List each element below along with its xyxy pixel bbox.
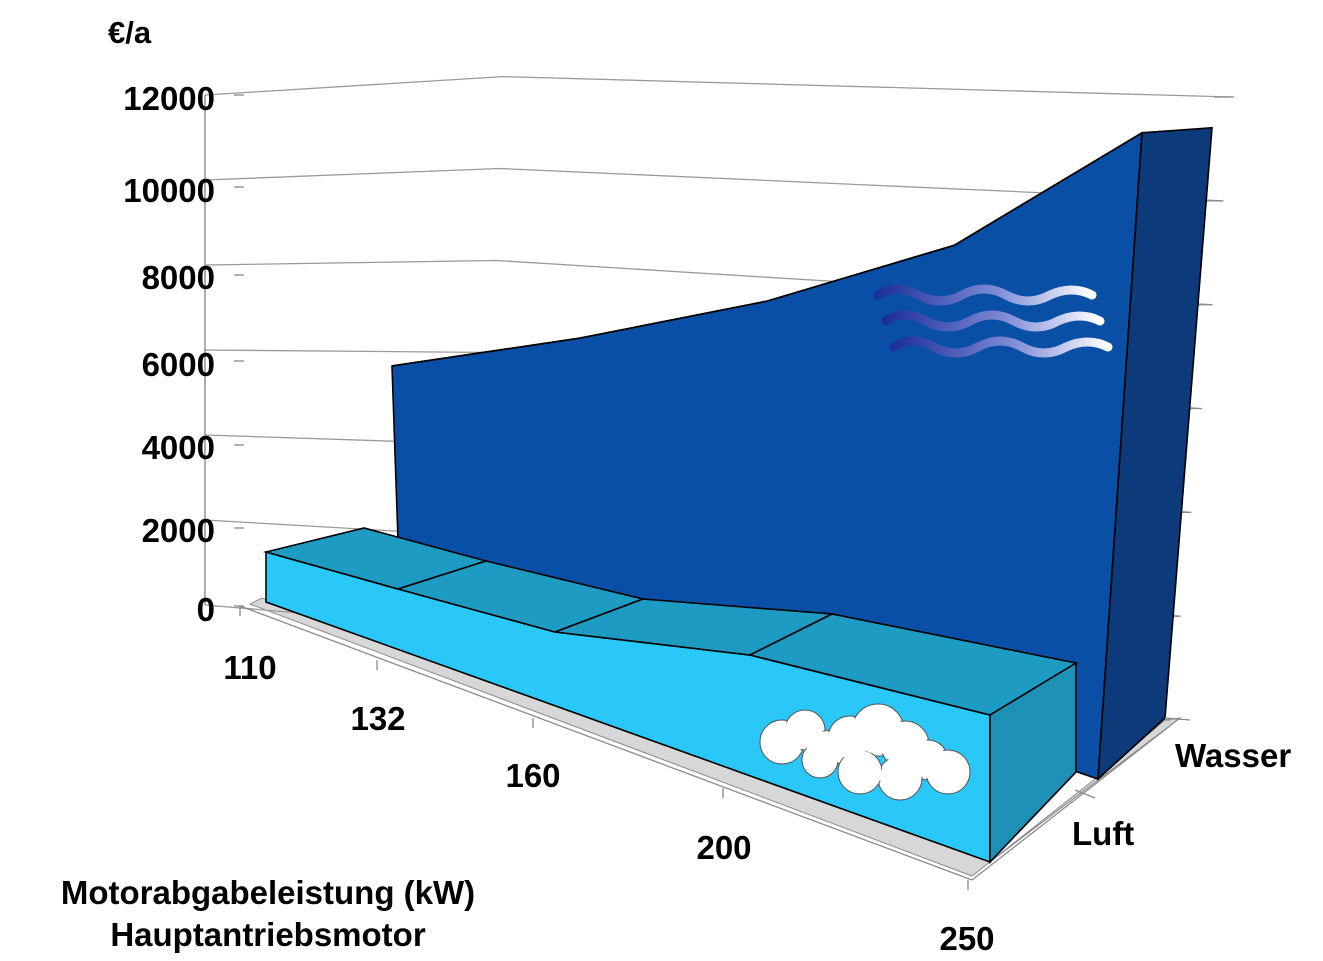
y-tick-label: 12000 [123, 80, 215, 117]
wasser-value-point [954, 132, 1143, 246]
gridline [204, 167, 1222, 202]
depth-tick [1074, 789, 1096, 799]
series-depth-label: Wasser [1175, 737, 1291, 774]
cloud-fill [804, 744, 836, 776]
x-axis-title-line-1: Motorabgabeleistung (kW) [61, 874, 475, 911]
water-wave-stroke [889, 336, 1113, 358]
x-tick-label: 132 [350, 700, 405, 737]
water-wave-stroke [873, 284, 1097, 306]
y-tick-label: 0 [197, 591, 215, 628]
cloud-fill [880, 758, 920, 798]
y-tick-label: 10000 [123, 172, 215, 209]
cloud-icon [759, 703, 971, 801]
water-wave-stroke [881, 310, 1105, 332]
depth-tick [1164, 717, 1191, 721]
x-tick-label: 250 [939, 920, 994, 956]
x-axis-line [239, 605, 973, 881]
gridline [204, 75, 1233, 98]
water-waves-icon [873, 284, 1113, 358]
wasser-value-point [579, 300, 768, 339]
series-layer [262, 126, 1213, 864]
x-tick-label: 200 [696, 829, 751, 866]
x-axis-title-line-2: Hauptantriebsmotor [110, 916, 426, 953]
depth-axis-line [971, 717, 1181, 881]
x-tick-label: 160 [505, 757, 560, 794]
y-tick-label: 6000 [142, 346, 215, 383]
labels: €/a Motorabgabeleistung (kW) Hauptantrie… [61, 15, 1291, 957]
axes [204, 94, 1191, 890]
y-tick-label: 4000 [142, 429, 215, 466]
series-depth-label: Luft [1072, 815, 1134, 852]
cloud-fill [928, 752, 968, 792]
y-axis-unit-label: €/a [108, 15, 152, 50]
luft-area-side [989, 661, 1077, 864]
y-tick-label: 2000 [142, 512, 215, 549]
wasser-value-point [766, 244, 955, 302]
y-tick-label: 8000 [142, 259, 215, 296]
wasser-value-point [391, 337, 580, 367]
cloud-fill [840, 752, 880, 792]
cloud-fill [787, 712, 823, 748]
x-tick-label: 110 [223, 649, 276, 686]
